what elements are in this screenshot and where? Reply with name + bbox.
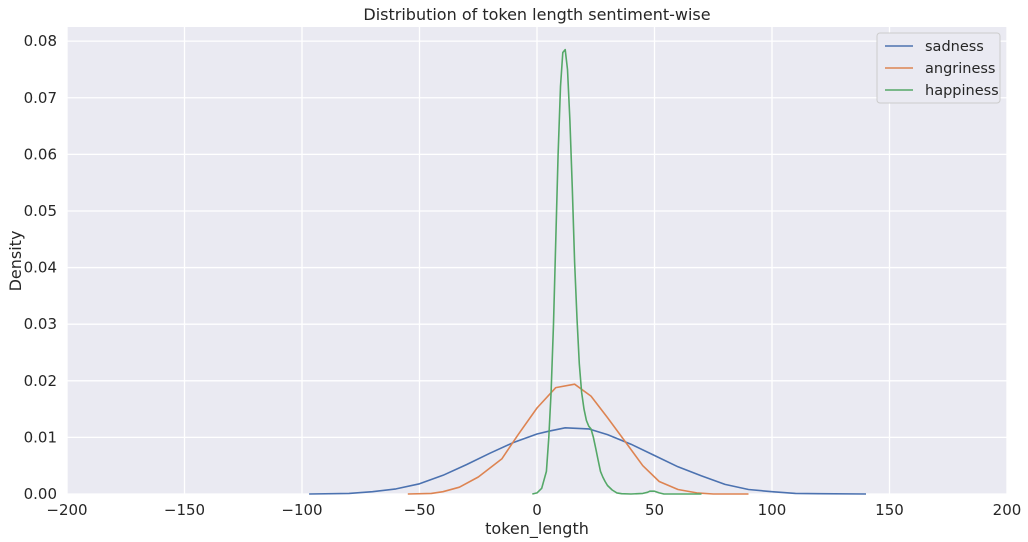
series-lines [309,48,867,495]
y-tick-labels: 0.00 0.01 0.02 0.03 0.04 0.05 0.06 0.07 0.08 [24,32,57,503]
y-tick-label: 0.04 [24,259,57,277]
x-tick-labels: −200 −150 −100 −50 0 50 100 150 200 [46,501,1021,519]
y-tick-label: 0.05 [24,202,57,220]
y-tick-label: 0.06 [24,145,57,163]
y-axis-label: Density [6,231,25,292]
legend-box [876,32,1001,104]
x-tick-label: −150 [164,501,205,519]
y-tick-label: 0.00 [24,485,57,503]
x-tick-label: 200 [993,501,1022,519]
y-tick-label: 0.01 [24,428,57,446]
x-tick-label: −100 [281,501,322,519]
x-tick-label: 150 [875,501,904,519]
x-tick-label: 100 [758,501,787,519]
happiness-line [532,48,702,495]
sadness-line [309,426,867,495]
sadness-legend-label: sadness [925,39,984,55]
legend: sadness angriness happiness [876,32,1001,104]
x-tick-label: −200 [46,501,87,519]
angriness-line [407,383,749,495]
angriness-legend-label: angriness [925,61,996,77]
x-axis-label: token_length [485,519,589,539]
y-tick-label: 0.03 [24,315,57,333]
y-tick-label: 0.02 [24,372,57,390]
y-tick-label: 0.08 [24,32,57,50]
happiness-legend-label: happiness [925,83,999,99]
y-tick-label: 0.07 [24,89,57,107]
chart-title: Distribution of token length sentiment-w… [363,5,710,24]
x-tick-label: −50 [404,501,436,519]
x-tick-label: 50 [645,501,664,519]
x-tick-label: 0 [532,501,542,519]
